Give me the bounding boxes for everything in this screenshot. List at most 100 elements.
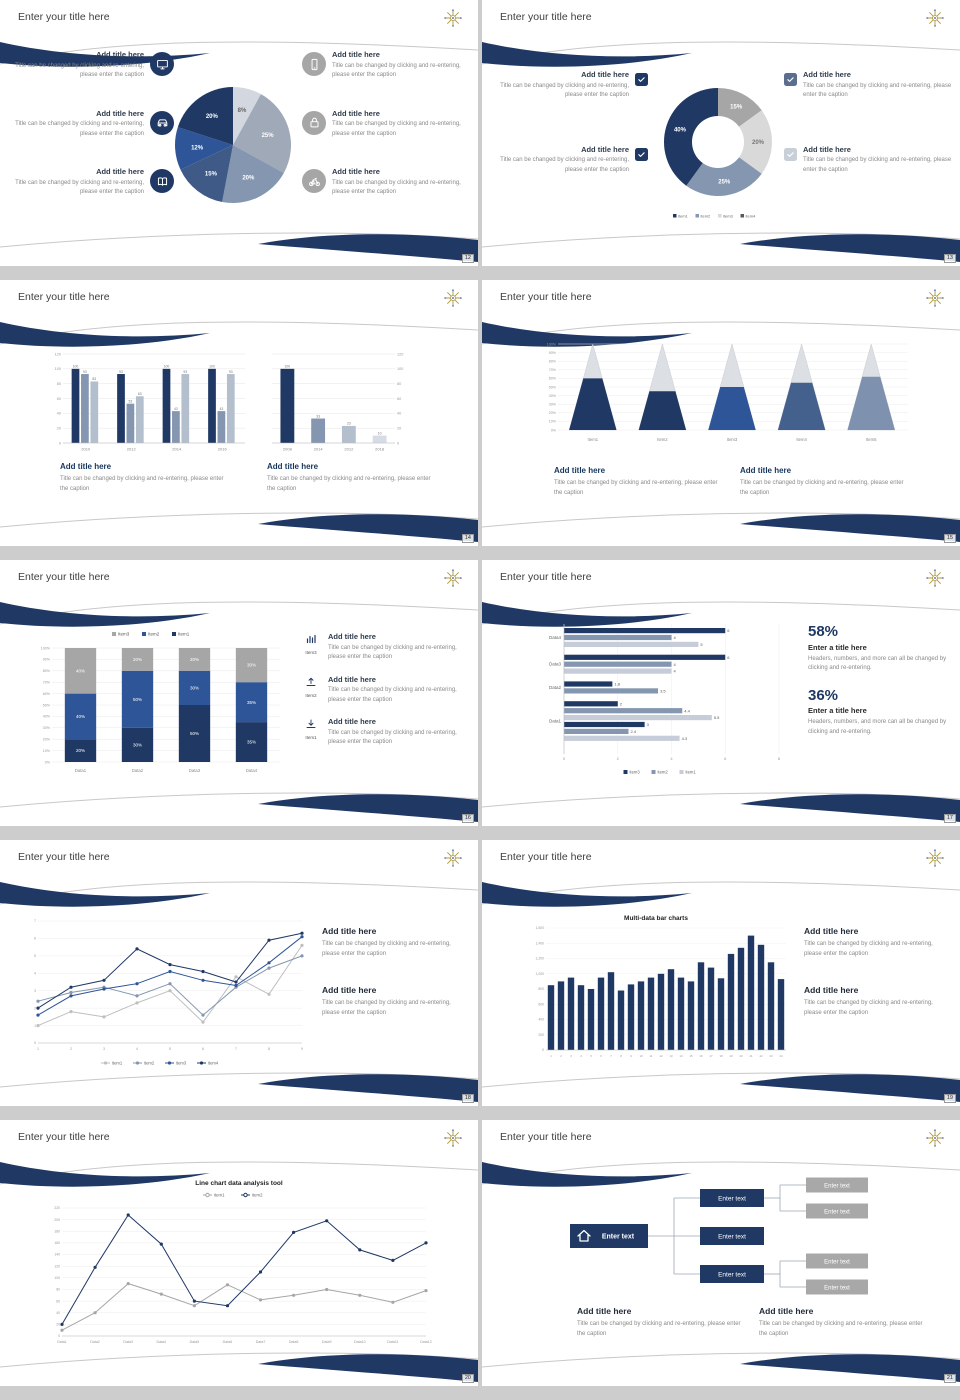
svg-text:50%: 50% — [190, 731, 199, 736]
svg-text:7: 7 — [610, 1054, 612, 1058]
caption-text: Title can be changed by clicking and re-… — [759, 1321, 923, 1337]
svg-text:400: 400 — [538, 1018, 544, 1022]
svg-text:Data9: Data9 — [322, 1340, 332, 1344]
svg-text:Enter text: Enter text — [602, 1234, 635, 1241]
svg-text:0%: 0% — [551, 428, 557, 432]
svg-text:60: 60 — [56, 1299, 60, 1303]
svg-text:7: 7 — [34, 919, 36, 923]
download-icon — [305, 718, 317, 730]
svg-text:6: 6 — [34, 937, 36, 941]
callout: Add title here Title can be changed by c… — [302, 109, 470, 140]
svg-text:item4: item4 — [208, 1061, 219, 1066]
slide-17-horizontal-bar-chart[interactable]: Enter your title here 0 2 4 6 8 6 4 5 Data4 6 4 4 Da… — [482, 560, 960, 826]
svg-text:item4: item4 — [746, 213, 757, 218]
svg-text:90%: 90% — [549, 351, 557, 355]
slide-13-donut-chart[interactable]: Enter your title here Add title here Tit… — [482, 0, 960, 266]
check-icon — [784, 73, 797, 86]
svg-text:Item3: Item3 — [118, 632, 130, 637]
svg-text:40%: 40% — [43, 715, 51, 719]
svg-text:Data2: Data2 — [549, 685, 562, 690]
svg-text:600: 600 — [538, 1002, 544, 1006]
svg-text:7: 7 — [235, 1047, 237, 1051]
legend-callout: Item1 Add title here Title can be change… — [300, 717, 470, 748]
svg-text:Data6: Data6 — [223, 1340, 233, 1344]
svg-text:Data2: Data2 — [132, 768, 144, 773]
svg-text:40: 40 — [57, 412, 61, 416]
svg-text:21: 21 — [749, 1054, 753, 1058]
caption-title: Add title here — [804, 926, 859, 936]
page-number: 13 — [943, 254, 956, 263]
callout-caption: Title can be changed by clicking and re-… — [15, 121, 144, 137]
svg-text:100: 100 — [73, 365, 79, 369]
svg-text:35%: 35% — [247, 700, 256, 705]
item-tag: Item1 — [305, 735, 317, 741]
slide-title: Enter your title here — [500, 571, 592, 583]
callout-caption: Title can be changed by clicking and re-… — [328, 729, 457, 746]
book-icon — [150, 169, 174, 194]
caption-title: Add title here — [759, 1306, 814, 1316]
svg-text:2010: 2010 — [81, 447, 91, 452]
svg-text:40%: 40% — [76, 714, 85, 719]
slide-title: Enter your title here — [500, 1131, 592, 1143]
svg-text:200: 200 — [538, 1033, 544, 1037]
callout: Add title here Title can be changed by c… — [302, 167, 470, 198]
svg-text:Data11: Data11 — [387, 1340, 398, 1344]
slide-16-stacked-bar-chart[interactable]: Enter your title here Item3 Item2 Item1 0% 1… — [0, 560, 478, 826]
svg-text:4: 4 — [136, 1047, 138, 1051]
svg-text:3: 3 — [647, 722, 650, 727]
compass-logo-icon — [443, 8, 463, 28]
svg-text:100: 100 — [55, 367, 61, 371]
svg-text:item3: item3 — [176, 1061, 187, 1066]
stat-value: 58% — [808, 623, 839, 640]
caption-block: Add title here Title can be changed by c… — [554, 466, 726, 498]
svg-text:Item4: Item4 — [796, 437, 807, 442]
slide-21-org-chart[interactable]: Enter your title here Enter text Enter te… — [482, 1120, 960, 1386]
svg-text:43: 43 — [174, 407, 178, 411]
caption-block: Add title here Title can be changed by c… — [577, 1306, 743, 1339]
slide-14-bar-charts[interactable]: Enter your title here 0 20 40 60 80 100 120 100… — [0, 280, 478, 546]
page-number: 19 — [943, 1094, 956, 1103]
caption-text: Title can be changed by clicking and re-… — [322, 941, 451, 957]
callout-text: Add title here Title can be changed by c… — [8, 50, 144, 81]
svg-text:80: 80 — [56, 1288, 60, 1292]
slide-title: Enter your title here — [500, 11, 592, 23]
compass-logo-icon — [925, 1128, 945, 1148]
svg-text:Data5: Data5 — [190, 1340, 200, 1344]
svg-text:Data3: Data3 — [189, 768, 201, 773]
svg-text:1,000: 1,000 — [536, 972, 545, 976]
dense-bar-chart: Multi-data bar charts 0 200 400 600 800 1,000 1… — [536, 915, 786, 1058]
svg-text:60: 60 — [397, 397, 401, 401]
svg-text:10: 10 — [639, 1054, 643, 1058]
svg-text:20: 20 — [57, 427, 61, 431]
svg-text:Multi-data bar charts: Multi-data bar charts — [624, 915, 688, 922]
svg-text:80: 80 — [397, 382, 401, 386]
stat-caption: Headers, numbers, and more can all be ch… — [808, 719, 947, 735]
svg-text:3.5: 3.5 — [660, 689, 666, 694]
line-chart: Line chart data analysis tool item1 item2 0… — [54, 1180, 431, 1344]
svg-text:16: 16 — [699, 1054, 703, 1058]
svg-text:4: 4 — [34, 971, 36, 975]
compass-logo-icon — [443, 568, 463, 588]
svg-text:2012: 2012 — [344, 447, 354, 452]
item-icon-col: Item3 — [300, 632, 322, 655]
svg-text:10%: 10% — [43, 749, 51, 753]
callout-title: Add title here — [328, 674, 376, 684]
slide-19-multi-data-bar-chart[interactable]: Enter your title here Multi-data bar cha… — [482, 840, 960, 1106]
svg-text:item3: item3 — [723, 213, 734, 218]
svg-text:0: 0 — [563, 756, 566, 761]
callout-text: Add title here Title can be changed by c… — [490, 145, 629, 176]
svg-text:120: 120 — [54, 1264, 60, 1268]
page-number: 18 — [461, 1094, 474, 1103]
callout: Add title here Title can be changed by c… — [784, 145, 952, 176]
slide-15-pyramid-chart[interactable]: Enter your title here 0% 10% 20% 30% 40% 50% 6… — [482, 280, 960, 546]
svg-text:90%: 90% — [43, 658, 51, 662]
svg-text:item1: item1 — [214, 1193, 225, 1198]
svg-text:4: 4 — [674, 635, 677, 640]
svg-text:30%: 30% — [43, 726, 51, 730]
slide-12-pie-infographic[interactable]: Enter your title here Add title here Tit… — [0, 0, 478, 266]
slide-20-line-chart-analysis[interactable]: Enter your title here Line chart data an… — [0, 1120, 478, 1386]
caption-title: Add title here — [322, 985, 377, 996]
page-number: 21 — [943, 1374, 956, 1383]
